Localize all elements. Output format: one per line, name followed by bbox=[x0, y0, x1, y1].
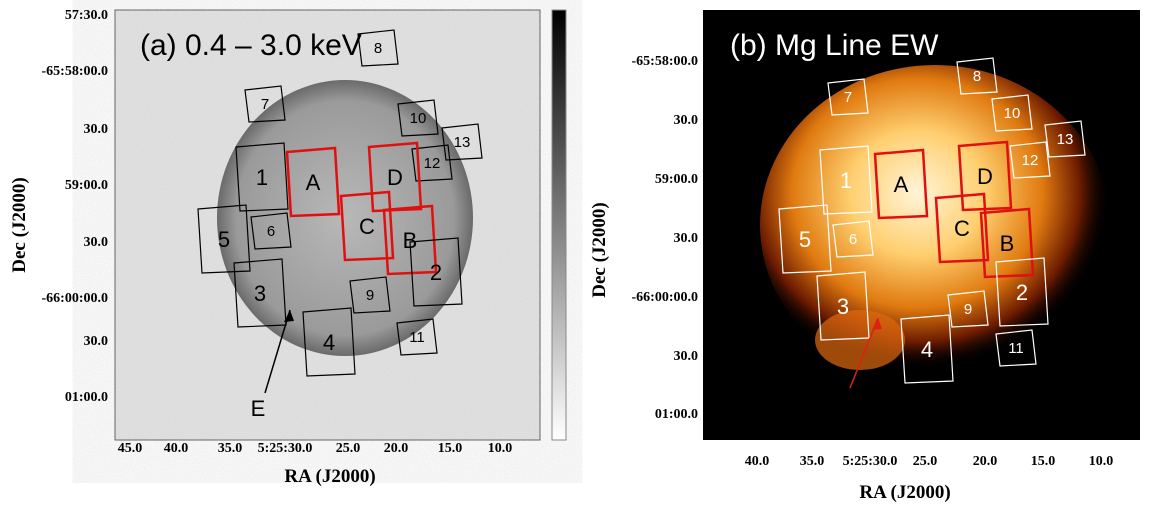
region-label: 10 bbox=[1004, 105, 1021, 122]
figure: (a) 0.4 – 3.0 keV45.040.035.05:25:30.025… bbox=[0, 0, 1150, 516]
y-tick-label: 59:00.0 bbox=[65, 178, 108, 193]
x-tick-label: 45.0 bbox=[118, 441, 143, 456]
y-tick-label: 01:00.0 bbox=[655, 407, 698, 422]
x-tick-label: 5:25:30.0 bbox=[258, 441, 313, 456]
region-label: 5 bbox=[799, 227, 811, 252]
region-label: C bbox=[359, 214, 375, 239]
region-label: 13 bbox=[1057, 131, 1074, 148]
panel-a-image bbox=[115, 10, 566, 440]
x-tick-label: 15.0 bbox=[1031, 454, 1056, 469]
region-label: 1 bbox=[840, 168, 852, 193]
region-label: 12 bbox=[1022, 152, 1039, 169]
x-tick-label: 15.0 bbox=[438, 441, 463, 456]
y-tick-label: -66:00:00.0 bbox=[632, 290, 699, 305]
region-label: 8 bbox=[374, 40, 382, 57]
y-tick-label: 30.0 bbox=[674, 349, 699, 364]
y-tick-label: -65:58:00.0 bbox=[632, 54, 699, 69]
region-label: 3 bbox=[254, 281, 266, 306]
x-tick-label: 40.0 bbox=[745, 454, 770, 469]
x-tick-label: 10.0 bbox=[488, 441, 513, 456]
region-label: 7 bbox=[844, 89, 852, 106]
x-tick-label: 10.0 bbox=[1089, 454, 1114, 469]
region-label: 9 bbox=[964, 301, 972, 318]
region-label: 4 bbox=[921, 337, 933, 362]
x-axis-label: RA (J2000) bbox=[284, 466, 375, 487]
region-label: 1 bbox=[256, 165, 268, 190]
panel-title: (a) 0.4 – 3.0 keV bbox=[140, 29, 362, 62]
region-label: D bbox=[387, 165, 403, 190]
region-label: 6 bbox=[849, 231, 857, 248]
region-label: 9 bbox=[366, 287, 374, 304]
x-tick-label: 20.0 bbox=[384, 441, 409, 456]
region-label: 7 bbox=[261, 96, 269, 113]
region-label: 2 bbox=[430, 260, 442, 285]
region-label: 11 bbox=[409, 329, 425, 346]
y-tick-label: 30.0 bbox=[674, 231, 699, 246]
region-label: 6 bbox=[267, 223, 275, 240]
y-tick-label: 30.0 bbox=[84, 235, 109, 250]
region-label: 11 bbox=[1008, 340, 1024, 357]
region-label: 4 bbox=[323, 330, 335, 355]
x-tick-label: 25.0 bbox=[913, 454, 938, 469]
panel-title: (b) Mg Line EW bbox=[730, 29, 939, 62]
region-label: 3 bbox=[837, 294, 849, 319]
x-tick-label: 35.0 bbox=[218, 441, 243, 456]
y-tick-label: 30.0 bbox=[84, 122, 109, 137]
region-label: 12 bbox=[424, 155, 441, 172]
x-tick-label: 5:25:30.0 bbox=[843, 454, 898, 469]
y-axis-label: Dec (J2000) bbox=[589, 202, 610, 298]
y-axis-label: Dec (J2000) bbox=[9, 177, 30, 273]
region-label: D bbox=[977, 164, 993, 189]
x-tick-label: 40.0 bbox=[164, 441, 189, 456]
region-label: C bbox=[954, 216, 970, 241]
region-label: E bbox=[251, 396, 266, 421]
x-tick-label: 25.0 bbox=[336, 441, 361, 456]
y-tick-label: -66:00:00.0 bbox=[42, 291, 109, 306]
region-label: 5 bbox=[218, 227, 230, 252]
y-tick-label: 57:30.0 bbox=[65, 8, 108, 23]
panel-b-image bbox=[703, 10, 1140, 440]
region-label: 8 bbox=[973, 68, 981, 85]
y-tick-label: 01:00.0 bbox=[65, 390, 108, 405]
y-tick-label: -65:58:00.0 bbox=[42, 64, 109, 79]
region-label: B bbox=[1000, 231, 1015, 256]
region-label: 2 bbox=[1016, 280, 1028, 305]
region-label: A bbox=[894, 172, 909, 197]
y-tick-label: 30.0 bbox=[84, 334, 109, 349]
region-label: 13 bbox=[454, 134, 471, 151]
x-tick-label: 20.0 bbox=[973, 454, 998, 469]
y-tick-label: 30.0 bbox=[674, 113, 699, 128]
region-label: E bbox=[837, 392, 852, 417]
y-tick-label: 59:00.0 bbox=[655, 172, 698, 187]
region-label: 10 bbox=[410, 110, 427, 127]
x-tick-label: 35.0 bbox=[800, 454, 825, 469]
x-axis-label: RA (J2000) bbox=[859, 482, 950, 503]
region-label: A bbox=[306, 170, 321, 195]
